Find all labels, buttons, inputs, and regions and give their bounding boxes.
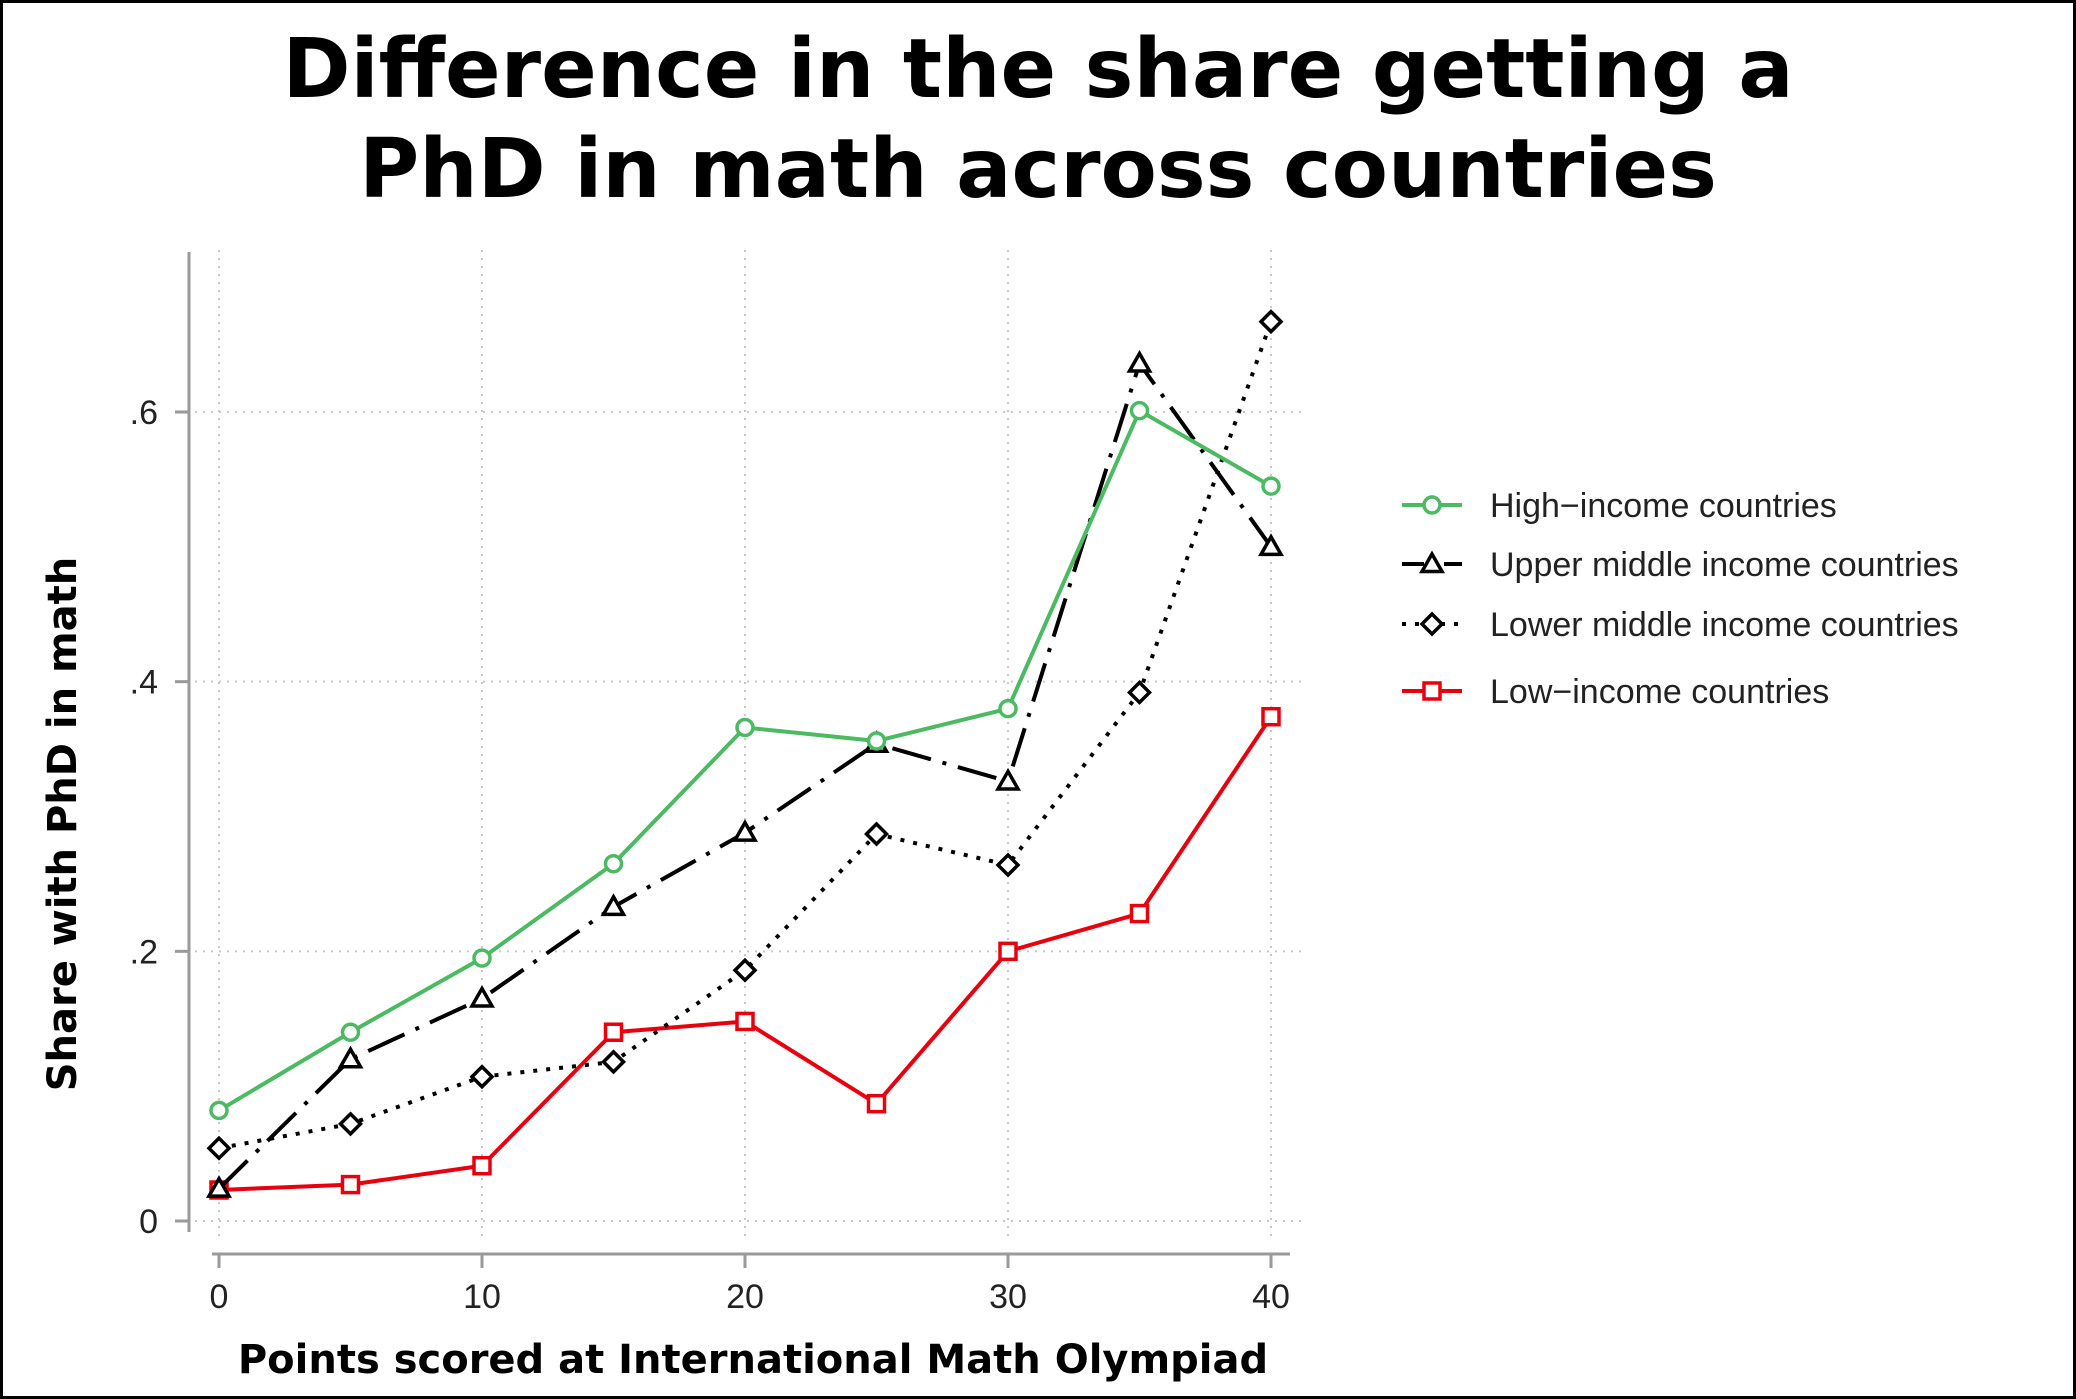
data-point (1126, 349, 1153, 373)
legend-swatch-marker (1419, 611, 1445, 637)
data-point (735, 1011, 755, 1032)
chart-title-line-2: PhD in math across countries (359, 122, 1717, 217)
data-point (469, 1064, 495, 1090)
data-point (472, 1155, 492, 1176)
x-tick-label: 30 (989, 1278, 1027, 1316)
axis-ticks: 0 .2 .4 .6 0 10 20 30 40 (130, 394, 1290, 1316)
data-point (340, 1174, 361, 1195)
legend-item: Upper middle income countries (1402, 546, 1959, 584)
legend-item: Lower middle income countries (1402, 606, 1959, 644)
legend-item: Low−income countries (1402, 673, 1829, 711)
data-point (731, 819, 759, 842)
legend-item: High−income countries (1402, 487, 1837, 525)
y-tick-label: .6 (130, 394, 158, 432)
series-2 (205, 349, 1285, 1198)
legend-label: High−income countries (1490, 487, 1837, 525)
data-point (866, 731, 887, 751)
series-line (217, 361, 1273, 1191)
data-point (603, 1022, 624, 1042)
y-tick-label: .4 (130, 664, 158, 702)
y-tick-label: .2 (130, 933, 158, 971)
legend-swatch-marker (1422, 495, 1442, 515)
data-point (337, 1045, 364, 1069)
data-point (732, 957, 758, 983)
data-point (866, 1093, 887, 1114)
data-point (998, 698, 1018, 719)
y-axis-title: Share with PhD in math (40, 557, 86, 1092)
series-4 (209, 706, 1281, 1200)
data-point (735, 717, 755, 738)
axes (187, 252, 1290, 1256)
data-point (338, 1111, 363, 1137)
data-point (206, 1135, 232, 1161)
chart-title-line-1: Difference in the share getting a (282, 22, 1794, 117)
data-point (1129, 903, 1150, 924)
data-point (1261, 706, 1281, 727)
legend-swatch-marker (1418, 550, 1446, 574)
data-point (998, 941, 1018, 962)
x-axis-title: Points scored at International Math Olym… (238, 1337, 1268, 1383)
legend-swatch-marker (1422, 681, 1442, 701)
data-point (603, 853, 624, 874)
legend-label: Lower middle income countries (1490, 606, 1959, 644)
data-point (340, 1022, 361, 1042)
data-point (1257, 533, 1285, 557)
data-point (1129, 400, 1150, 421)
data-point (994, 767, 1022, 791)
series-1 (209, 400, 1281, 1121)
gridlines (195, 250, 1305, 1240)
series-3 (206, 309, 1284, 1161)
data-point (1127, 679, 1152, 705)
series-layer (205, 309, 1285, 1200)
data-point (468, 984, 496, 1008)
data-point (600, 893, 627, 917)
data-point (601, 1049, 626, 1075)
x-tick-label: 40 (1252, 1278, 1290, 1316)
legend-label: Low−income countries (1490, 673, 1829, 711)
x-tick-label: 0 (210, 1278, 229, 1316)
data-point (1261, 476, 1281, 496)
x-tick-label: 20 (726, 1278, 764, 1316)
data-point (209, 1100, 229, 1121)
x-tick-label: 10 (463, 1278, 501, 1316)
data-point (995, 852, 1021, 878)
data-point (864, 821, 889, 847)
legend-label: Upper middle income countries (1490, 546, 1959, 584)
data-point (205, 1175, 233, 1198)
legend: High−income countries Upper middle income… (1402, 487, 1959, 711)
data-point (1258, 309, 1284, 335)
chart-title: Difference in the share getting a PhD in… (0, 20, 2076, 220)
y-tick-label: 0 (139, 1203, 158, 1241)
data-point (472, 948, 492, 968)
